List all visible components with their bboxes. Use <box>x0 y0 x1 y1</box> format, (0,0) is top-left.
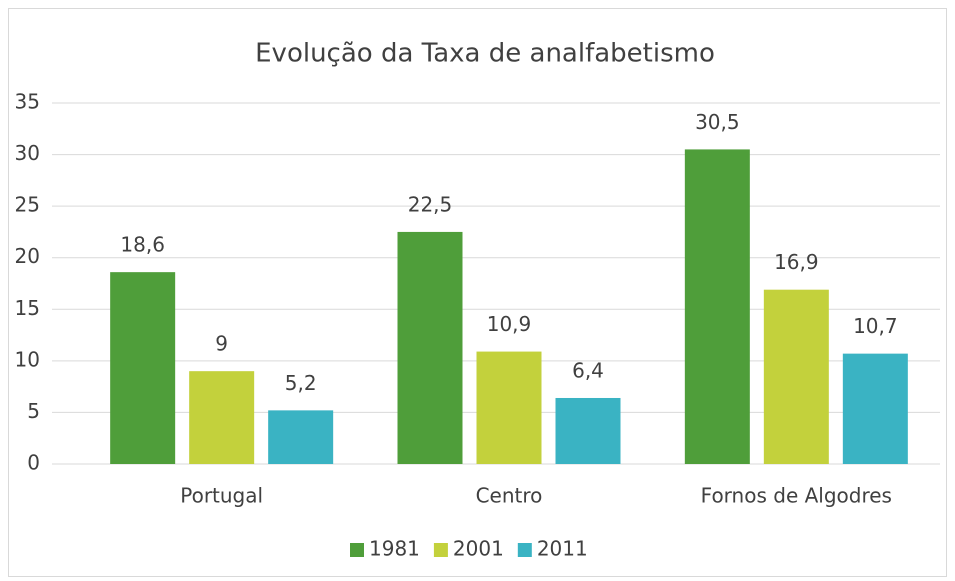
data-label: 6,4 <box>572 358 604 382</box>
data-label: 16,9 <box>774 250 819 274</box>
x-tick-label: Fornos de Algodres <box>701 484 892 508</box>
bar <box>268 410 334 464</box>
y-tick-label: 30 <box>15 141 40 165</box>
data-label: 10,7 <box>853 314 898 338</box>
y-tick-label: 10 <box>15 347 40 371</box>
data-label: 10,9 <box>487 312 532 336</box>
y-tick-label: 35 <box>15 90 40 114</box>
legend-swatch <box>433 543 448 557</box>
y-tick-label: 15 <box>15 296 40 320</box>
legend-swatch <box>350 543 364 557</box>
data-label: 18,6 <box>120 233 165 257</box>
bar <box>189 371 255 464</box>
data-label: 5,2 <box>285 371 317 395</box>
bar <box>397 231 463 464</box>
y-tick-label: 5 <box>27 399 40 423</box>
y-tick-label: 20 <box>15 244 40 268</box>
bar <box>763 289 829 464</box>
bar <box>555 397 621 464</box>
chart-title: Evolução da Taxa de analfabetismo <box>255 39 715 69</box>
bar <box>110 272 176 464</box>
data-label: 30,5 <box>695 110 740 134</box>
legend-label: 2001 <box>453 537 504 561</box>
legend-swatch <box>517 543 532 557</box>
data-label: 9 <box>215 332 228 356</box>
x-tick-label: Centro <box>476 484 543 508</box>
legend-label: 2011 <box>537 537 588 561</box>
data-label: 22,5 <box>408 192 453 216</box>
bar <box>476 351 542 464</box>
legend-label: 1981 <box>369 537 420 561</box>
bar <box>842 353 908 464</box>
x-tick-label: Portugal <box>180 484 263 508</box>
y-tick-label: 25 <box>15 193 40 217</box>
y-tick-label: 0 <box>27 451 40 475</box>
bar <box>684 149 750 464</box>
